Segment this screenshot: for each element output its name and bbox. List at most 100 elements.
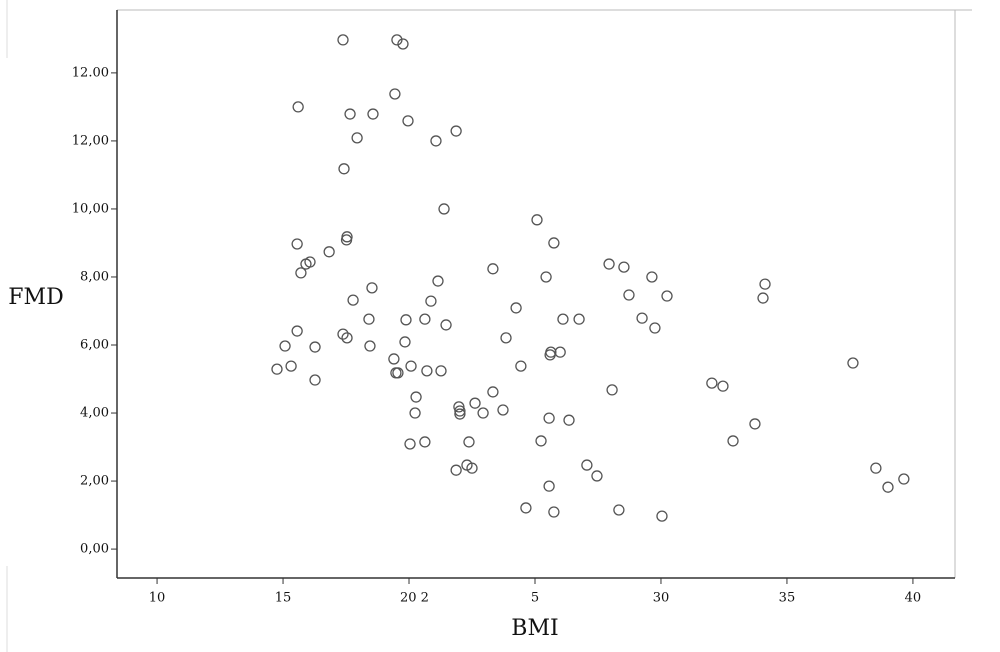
point xyxy=(337,34,349,46)
point xyxy=(271,363,283,375)
y-tick-label: 12,00 xyxy=(72,133,109,148)
point xyxy=(399,336,411,348)
point xyxy=(419,436,431,448)
point xyxy=(367,108,379,120)
point xyxy=(543,480,555,492)
point xyxy=(430,135,442,147)
point xyxy=(646,271,658,283)
point xyxy=(344,108,356,120)
point xyxy=(603,258,615,270)
point xyxy=(291,325,303,337)
point xyxy=(466,462,478,474)
point xyxy=(389,88,401,100)
point xyxy=(573,313,585,325)
point xyxy=(623,289,635,301)
x-tick-label: 10 xyxy=(149,591,166,606)
point xyxy=(300,258,312,270)
point xyxy=(388,353,400,365)
y-tick-label: 4,00 xyxy=(80,406,109,421)
y-tick-label: 12.00 xyxy=(72,65,109,80)
point xyxy=(338,163,350,175)
point xyxy=(554,346,566,358)
point xyxy=(717,380,729,392)
point xyxy=(606,384,618,396)
point xyxy=(392,367,404,379)
point xyxy=(477,407,489,419)
point xyxy=(618,261,630,273)
point xyxy=(309,341,321,353)
point xyxy=(510,302,522,314)
point xyxy=(543,412,555,424)
point xyxy=(520,502,532,514)
point xyxy=(661,290,673,302)
x-tick-label: 5 xyxy=(531,591,539,606)
point xyxy=(535,435,547,447)
point xyxy=(591,470,603,482)
point xyxy=(656,510,668,522)
point xyxy=(453,401,465,413)
point xyxy=(410,391,422,403)
point xyxy=(351,132,363,144)
point xyxy=(295,267,307,279)
point xyxy=(391,34,403,46)
point xyxy=(557,313,569,325)
point xyxy=(421,365,433,377)
point xyxy=(285,360,297,372)
y-tick-label: 10,00 xyxy=(72,201,109,216)
point xyxy=(323,246,335,258)
point xyxy=(487,386,499,398)
point xyxy=(500,332,512,344)
y-tick-label: 6,00 xyxy=(80,338,109,353)
point xyxy=(402,115,414,127)
point xyxy=(497,404,509,416)
point xyxy=(487,263,499,275)
point xyxy=(847,357,859,369)
point xyxy=(649,322,661,334)
point xyxy=(636,312,648,324)
point xyxy=(563,414,575,426)
point xyxy=(749,418,761,430)
x-axis-title: BMI xyxy=(511,616,558,641)
x-tick-label: 20 2 xyxy=(400,591,429,606)
point xyxy=(405,360,417,372)
point xyxy=(404,438,416,450)
point xyxy=(548,506,560,518)
point xyxy=(870,462,882,474)
point xyxy=(440,319,452,331)
x-tick-label: 15 xyxy=(275,591,292,606)
point xyxy=(366,282,378,294)
point xyxy=(727,435,739,447)
point xyxy=(548,237,560,249)
point xyxy=(450,125,462,137)
point xyxy=(341,332,353,344)
point xyxy=(757,292,769,304)
point xyxy=(400,314,412,326)
point xyxy=(425,295,437,307)
point xyxy=(347,294,359,306)
y-tick-label: 2,00 xyxy=(80,474,109,489)
point xyxy=(340,234,353,246)
point xyxy=(363,313,375,325)
point xyxy=(309,374,321,386)
point xyxy=(454,408,466,420)
point xyxy=(419,313,431,325)
point xyxy=(279,340,291,352)
point xyxy=(882,481,894,493)
point xyxy=(291,238,303,250)
point xyxy=(463,436,475,448)
x-tick-label: 30 xyxy=(653,591,670,606)
point xyxy=(432,275,444,287)
point xyxy=(450,464,462,476)
point xyxy=(435,365,447,377)
point xyxy=(409,407,421,419)
point xyxy=(531,214,543,226)
point xyxy=(759,278,771,290)
point xyxy=(613,504,625,516)
point xyxy=(540,271,552,283)
point xyxy=(898,473,910,485)
point xyxy=(469,397,481,409)
point xyxy=(515,360,527,372)
x-tick-label: 40 xyxy=(905,591,922,606)
y-tick-label: 8,00 xyxy=(80,269,109,284)
